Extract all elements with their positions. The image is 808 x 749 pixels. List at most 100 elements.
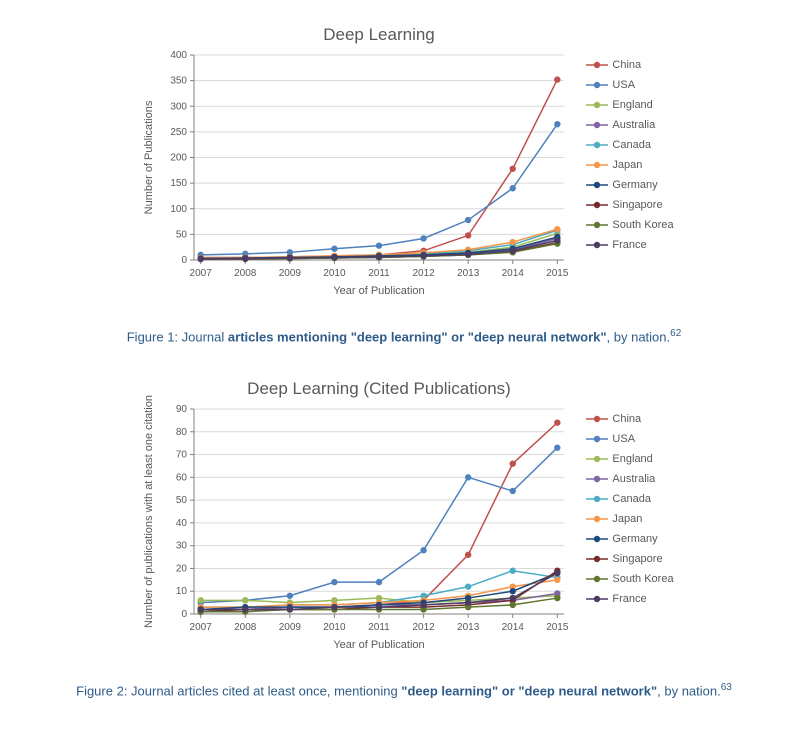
svg-text:0: 0 <box>182 609 188 620</box>
svg-text:70: 70 <box>176 450 188 461</box>
svg-text:2015: 2015 <box>547 268 570 279</box>
svg-text:Deep Learning: Deep Learning <box>324 25 436 44</box>
legend-marker <box>586 513 608 525</box>
legend-item: South Korea <box>586 569 673 589</box>
svg-text:Number of publications with at: Number of publications with at least one… <box>143 395 155 628</box>
legend-item: Canada <box>586 489 673 509</box>
legend-marker <box>586 413 608 425</box>
svg-text:100: 100 <box>171 204 188 215</box>
legend-label: USA <box>612 433 635 445</box>
svg-text:2011: 2011 <box>369 268 391 279</box>
svg-text:2015: 2015 <box>547 622 570 633</box>
legend-label: Singapore <box>612 199 662 211</box>
caption-bold: articles mentioning "deep learning" or "… <box>228 329 607 344</box>
legend-marker <box>586 573 608 585</box>
legend-item: Singapore <box>586 549 673 569</box>
svg-text:0: 0 <box>182 255 188 266</box>
svg-text:2009: 2009 <box>279 268 302 279</box>
legend-label: Germany <box>612 533 657 545</box>
legend-item: Australia <box>586 469 673 489</box>
legend-marker <box>586 159 608 171</box>
svg-text:2014: 2014 <box>502 622 525 633</box>
svg-text:150: 150 <box>171 178 188 189</box>
svg-text:2013: 2013 <box>457 268 480 279</box>
svg-text:50: 50 <box>176 495 188 506</box>
legend-label: England <box>612 99 652 111</box>
figure-1-caption: Figure 1: Journal articles mentioning "d… <box>20 328 788 344</box>
legend-marker <box>586 119 608 131</box>
svg-text:2012: 2012 <box>413 268 436 279</box>
legend-item: USA <box>586 75 673 95</box>
legend-item: USA <box>586 429 673 449</box>
chart-2-legend: China USA EnglandAustralia Canada Japan Germa… <box>574 374 673 609</box>
legend-marker <box>586 533 608 545</box>
svg-text:80: 80 <box>176 427 188 438</box>
legend-label: Singapore <box>612 553 662 565</box>
legend-label: South Korea <box>612 219 673 231</box>
svg-text:250: 250 <box>171 127 188 138</box>
legend-marker <box>586 553 608 565</box>
svg-text:350: 350 <box>171 76 188 87</box>
legend-marker <box>586 99 608 111</box>
legend-label: Canada <box>612 139 651 151</box>
legend-item: Japan <box>586 509 673 529</box>
legend-label: China <box>612 59 641 71</box>
legend-label: Australia <box>612 119 655 131</box>
legend-item: South Korea <box>586 215 673 235</box>
figure-1: Deep Learning 0 50 100 150 200 250 300 350 400 200… <box>20 20 788 344</box>
svg-text:300: 300 <box>171 101 188 112</box>
caption-sup: 62 <box>670 328 681 339</box>
chart-2-wrap: Deep Learning (Cited Publications)010203… <box>20 374 788 664</box>
legend-item: Singapore <box>586 195 673 215</box>
legend-marker <box>586 199 608 211</box>
legend-marker <box>586 453 608 465</box>
svg-text:Year of Publication: Year of Publication <box>334 639 425 651</box>
svg-text:400: 400 <box>171 50 188 61</box>
legend-item: Germany <box>586 529 673 549</box>
legend-item: France <box>586 589 673 609</box>
svg-text:2012: 2012 <box>413 622 436 633</box>
chart-1-legend: China USA England Australia Canada Japan Germa… <box>574 20 673 255</box>
svg-text:20: 20 <box>176 564 188 575</box>
svg-text:2013: 2013 <box>457 622 480 633</box>
legend-marker <box>586 179 608 191</box>
legend-marker <box>586 473 608 485</box>
caption-prefix: Figure 2: Journal articles cited at leas… <box>76 684 401 699</box>
svg-text:2008: 2008 <box>235 622 258 633</box>
caption-suffix: , by nation. <box>607 329 671 344</box>
svg-text:200: 200 <box>171 153 188 164</box>
svg-text:2007: 2007 <box>190 622 213 633</box>
svg-text:Year of Publication: Year of Publication <box>334 285 425 297</box>
svg-text:2010: 2010 <box>324 622 347 633</box>
caption-suffix: , by nation. <box>657 684 721 699</box>
legend-item: Germany <box>586 175 673 195</box>
svg-text:Number of Publications: Number of Publications <box>143 100 155 214</box>
legend-label: South Korea <box>612 573 673 585</box>
legend-item: China <box>586 55 673 75</box>
svg-text:2008: 2008 <box>235 268 258 279</box>
legend-item: England <box>586 95 673 115</box>
legend-item: China <box>586 409 673 429</box>
legend-marker <box>586 219 608 231</box>
legend-item: Canada <box>586 135 673 155</box>
legend-marker <box>586 59 608 71</box>
legend-label: Japan <box>612 159 642 171</box>
legend-item: France <box>586 235 673 255</box>
caption-prefix: Figure 1: Journal <box>127 329 228 344</box>
caption-sup: 63 <box>721 682 732 693</box>
svg-text:90: 90 <box>176 404 188 415</box>
legend-marker <box>586 239 608 251</box>
chart-2-svg: Deep Learning (Cited Publications)010203… <box>134 374 574 664</box>
svg-text:2007: 2007 <box>190 268 213 279</box>
svg-text:10: 10 <box>176 587 188 598</box>
legend-item: England <box>586 449 673 469</box>
chart-1-wrap: Deep Learning 0 50 100 150 200 250 300 350 400 200… <box>20 20 788 310</box>
figure-2: Deep Learning (Cited Publications)010203… <box>20 374 788 698</box>
legend-label: Japan <box>612 513 642 525</box>
legend-marker <box>586 493 608 505</box>
legend-marker <box>586 433 608 445</box>
legend-item: Japan <box>586 155 673 175</box>
legend-label: Canada <box>612 493 651 505</box>
svg-text:2010: 2010 <box>324 268 347 279</box>
svg-text:50: 50 <box>176 229 188 240</box>
